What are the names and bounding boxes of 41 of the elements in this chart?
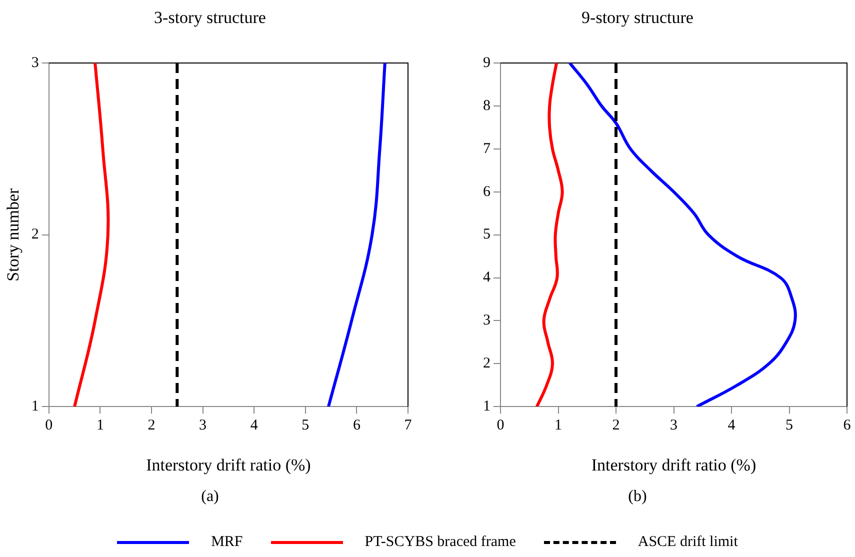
legend-label: PT-SCYBS braced frame	[364, 534, 516, 551]
chart-title: 3-story structure	[153, 8, 267, 28]
line-series	[568, 63, 797, 407]
line-series	[326, 63, 386, 407]
x-tick-label: 5	[786, 418, 793, 434]
text: (b)	[627, 488, 648, 506]
y-tick-label: 2	[483, 356, 490, 372]
y-tick-label: 2	[31, 226, 39, 243]
x-tick-label: 5	[302, 418, 310, 434]
legend-label: ASCE drift limit	[638, 534, 738, 551]
y-tick-label: 9	[483, 54, 490, 71]
legend-label: MRF	[211, 534, 243, 551]
y-axis-title: Story number	[4, 188, 23, 282]
x-tick-label: 1	[96, 418, 104, 434]
x-tick-label: 3	[199, 418, 207, 434]
y-tick-label: 8	[483, 98, 490, 114]
y-tick-label: 1	[31, 398, 39, 415]
line-series	[73, 63, 110, 407]
x-tick-label: 2	[148, 418, 156, 434]
x-tick-label: 1	[554, 418, 562, 434]
x-tick-label: 4	[250, 418, 258, 434]
x-tick-label: 3	[670, 418, 678, 434]
y-tick-label: 4	[483, 270, 491, 286]
x-tick-label: 7	[404, 418, 412, 434]
x-axis-title: Interstory drift ratio (%)	[591, 455, 756, 474]
x-axis-title: Interstory drift ratio (%)	[146, 455, 311, 474]
chart-title: 9-story structure	[580, 8, 694, 28]
y-tick-label: 3	[31, 54, 39, 71]
y-tick-label: 6	[483, 184, 491, 200]
line-series	[535, 63, 564, 407]
y-tick-label: 1	[483, 398, 490, 415]
y-tick-label: 7	[483, 140, 491, 157]
x-tick-label: 6	[352, 418, 361, 434]
x-tick-label: 0	[496, 418, 504, 434]
x-tick-label: 0	[45, 418, 53, 434]
y-tick-label: 3	[483, 312, 490, 329]
y-tick-label: 5	[483, 226, 490, 243]
x-tick-label: 2	[612, 418, 620, 434]
text: (a)	[200, 488, 220, 506]
x-tick-label: 6	[843, 418, 852, 434]
x-tick-label: 4	[728, 418, 736, 434]
